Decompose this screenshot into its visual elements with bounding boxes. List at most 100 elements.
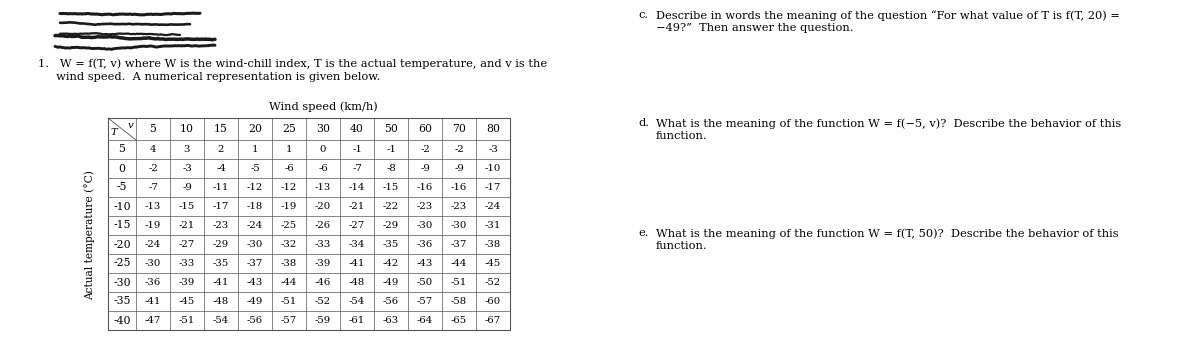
Text: -1: -1 [386, 145, 396, 154]
Text: -35: -35 [383, 240, 400, 249]
Text: -9: -9 [420, 164, 430, 173]
Text: -47: -47 [145, 316, 161, 325]
Text: -7: -7 [352, 164, 362, 173]
Text: c.: c. [638, 10, 648, 20]
Text: -13: -13 [314, 183, 331, 192]
Text: -35: -35 [113, 296, 131, 306]
Text: -30: -30 [416, 221, 433, 230]
Text: v: v [127, 121, 133, 130]
Bar [108, 118, 510, 330]
Text: -39: -39 [314, 259, 331, 268]
Text: What is the meaning of the function W = f(−5, v)?  Describe the behavior of this: What is the meaning of the function W = … [656, 118, 1121, 129]
Text: 80: 80 [486, 124, 500, 134]
Text: -36: -36 [416, 240, 433, 249]
Text: -37: -37 [247, 259, 263, 268]
Text: -29: -29 [383, 221, 400, 230]
Text: -11: -11 [212, 183, 229, 192]
Text: T: T [112, 128, 118, 137]
Text: -30: -30 [247, 240, 263, 249]
Text: -24: -24 [485, 202, 502, 211]
Text: -43: -43 [247, 278, 263, 287]
Text: -58: -58 [451, 297, 467, 306]
Text: 5: 5 [150, 124, 156, 134]
Text: -8: -8 [386, 164, 396, 173]
Text: -27: -27 [349, 221, 365, 230]
Text: -10: -10 [485, 164, 502, 173]
Text: -3: -3 [182, 164, 192, 173]
Text: -5: -5 [116, 183, 127, 193]
Text: Wind speed (km/h): Wind speed (km/h) [269, 101, 377, 112]
Text: 1: 1 [286, 145, 293, 154]
Text: -16: -16 [451, 183, 467, 192]
Text: -12: -12 [247, 183, 263, 192]
Text: -38: -38 [281, 259, 298, 268]
Text: -41: -41 [212, 278, 229, 287]
Text: -51: -51 [451, 278, 467, 287]
Text: What is the meaning of the function W = f(T, 50)?  Describe the behavior of this: What is the meaning of the function W = … [656, 228, 1118, 238]
Text: -15: -15 [113, 221, 131, 231]
Text: -56: -56 [383, 297, 400, 306]
Text: -51: -51 [281, 297, 298, 306]
Text: -30: -30 [451, 221, 467, 230]
Text: -6: -6 [284, 164, 294, 173]
Text: function.: function. [656, 131, 708, 141]
Text: 10: 10 [180, 124, 194, 134]
Text: -39: -39 [179, 278, 196, 287]
Text: -16: -16 [416, 183, 433, 192]
Text: -44: -44 [281, 278, 298, 287]
Text: 30: 30 [316, 124, 330, 134]
Text: -50: -50 [416, 278, 433, 287]
Text: -24: -24 [247, 221, 263, 230]
Text: -2: -2 [420, 145, 430, 154]
Text: -23: -23 [416, 202, 433, 211]
Text: -13: -13 [145, 202, 161, 211]
Text: -33: -33 [179, 259, 196, 268]
Text: -25: -25 [113, 258, 131, 268]
Text: -2: -2 [148, 164, 158, 173]
Text: -31: -31 [485, 221, 502, 230]
Text: -67: -67 [485, 316, 502, 325]
Text: -26: -26 [314, 221, 331, 230]
Text: -42: -42 [383, 259, 400, 268]
Text: -23: -23 [451, 202, 467, 211]
Text: -30: -30 [145, 259, 161, 268]
Text: -27: -27 [179, 240, 196, 249]
Text: -60: -60 [485, 297, 502, 306]
Text: -20: -20 [314, 202, 331, 211]
Text: Actual temperature (°C): Actual temperature (°C) [84, 170, 96, 300]
Text: -5: -5 [250, 164, 260, 173]
Text: -49: -49 [383, 278, 400, 287]
Text: -2: -2 [454, 145, 464, 154]
Text: -48: -48 [349, 278, 365, 287]
Text: -45: -45 [179, 297, 196, 306]
Text: 70: 70 [452, 124, 466, 134]
Text: -44: -44 [451, 259, 467, 268]
Text: -9: -9 [182, 183, 192, 192]
Text: -61: -61 [349, 316, 365, 325]
Text: -14: -14 [349, 183, 365, 192]
Text: -52: -52 [485, 278, 502, 287]
Text: 4: 4 [150, 145, 156, 154]
Text: -36: -36 [145, 278, 161, 287]
Text: -63: -63 [383, 316, 400, 325]
Text: e.: e. [638, 228, 648, 238]
Text: -43: -43 [416, 259, 433, 268]
Text: -23: -23 [212, 221, 229, 230]
Text: 25: 25 [282, 124, 296, 134]
Text: -24: -24 [145, 240, 161, 249]
Text: 0: 0 [119, 164, 126, 174]
Text: d.: d. [638, 118, 649, 128]
Text: -6: -6 [318, 164, 328, 173]
Text: -7: -7 [148, 183, 158, 192]
Text: -4: -4 [216, 164, 226, 173]
Text: -57: -57 [416, 297, 433, 306]
Text: -34: -34 [349, 240, 365, 249]
Text: -51: -51 [179, 316, 196, 325]
Text: -57: -57 [281, 316, 298, 325]
Text: -41: -41 [349, 259, 365, 268]
Text: -48: -48 [212, 297, 229, 306]
Text: -1: -1 [352, 145, 362, 154]
Text: -30: -30 [113, 277, 131, 287]
Text: -35: -35 [212, 259, 229, 268]
Text: 0: 0 [320, 145, 326, 154]
